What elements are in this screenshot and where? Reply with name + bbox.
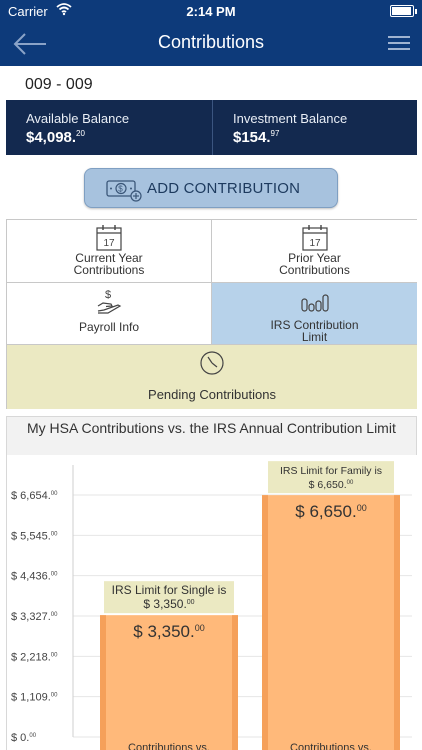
svg-text:$: $ (105, 289, 111, 301)
investment-balance-label: Investment Balance (233, 111, 348, 126)
bar-edge (232, 615, 238, 750)
add-contribution-button[interactable]: $ ADD CONTRIBUTION (84, 168, 338, 208)
hamburger-menu-icon[interactable] (388, 32, 412, 54)
add-money-icon: $ (105, 178, 143, 202)
irs-limit-callout-value: $ 6,650.00 (309, 479, 354, 491)
irs-limit-callout-title: IRS Limit for Family is (280, 465, 382, 477)
y-tick-label: $ 1,109.00 (11, 692, 58, 704)
y-tick-label: $ 0.00 (11, 732, 37, 744)
available-balance-label: Available Balance (26, 111, 130, 126)
battery-tip-icon (415, 9, 417, 14)
tile-label-line2: Contributions (73, 263, 145, 277)
bar (100, 615, 238, 750)
tile-label-line1: IRS Contribution (270, 318, 359, 332)
chart-area: $ 0.00 $ 1,109.00 $ 2,218.00 $ 3,327.00 $ 4,… (7, 455, 418, 750)
tile-label-line1: Prior Year (288, 251, 341, 265)
back-arrow-icon[interactable] (10, 28, 50, 60)
investment-balance-cents: 97 (270, 129, 280, 138)
svg-text:17: 17 (104, 238, 116, 249)
x-category-label: Contributions vs. (290, 742, 372, 750)
y-tick-label: $ 4,436.00 (11, 571, 58, 583)
chart-title: My HSA Contributions vs. the IRS Annual … (27, 420, 396, 436)
svg-text:17: 17 (309, 238, 321, 249)
available-balance: Available Balance $4,098.20 (6, 100, 211, 155)
tile-prior-year-contributions[interactable]: 17 Prior Year Contributions (212, 220, 417, 283)
irs-limit-callout (268, 461, 394, 494)
tile-label-line1: Current Year (75, 251, 143, 265)
carrier-label: Carrier (8, 4, 48, 19)
status-bar: Carrier 2:14 PM (0, 0, 422, 22)
tile-label-line2: Contributions (279, 263, 350, 277)
clock: 2:14 PM (186, 4, 236, 19)
contribution-menu: 17 Current Year Contributions 17 Prior Y… (6, 219, 417, 409)
irs-limit-callout (104, 581, 234, 614)
y-tick-label: $ 6,654.00 (11, 490, 58, 502)
wifi-icon (56, 2, 72, 19)
y-tick-label: $ 3,327.00 (11, 611, 58, 623)
y-tick-label: $ 2,218.00 (11, 651, 58, 663)
bar-edge (394, 495, 400, 750)
balance-summary: Available Balance $4,098.20 Investment B… (6, 100, 417, 155)
tile-label: Payroll Info (78, 320, 140, 334)
svg-text:$: $ (118, 185, 123, 194)
tile-irs-contribution-limit[interactable]: IRS Contribution Limit (212, 283, 417, 345)
bar (262, 495, 400, 750)
irs-limit-callout-title: IRS Limit for Single is (112, 583, 227, 597)
tile-payroll-info[interactable]: $ Payroll Info (7, 283, 212, 345)
tile-label: Pending Contributions (148, 387, 276, 402)
tile-current-year-contributions[interactable]: 17 Current Year Contributions (7, 220, 212, 283)
tile-label-line2: Limit (301, 330, 328, 344)
investment-balance-value: $154.97 (233, 129, 280, 146)
clock-icon (200, 351, 224, 375)
y-tick-label: $ 5,545.00 (11, 530, 58, 542)
irs-limit-callout-value: $ 3,350.00 (143, 597, 194, 611)
hand-money-icon: $ (97, 289, 122, 314)
page-title: Contributions (157, 32, 265, 52)
account-id: 009 - 009 (25, 76, 93, 93)
available-balance-cents: 20 (76, 129, 85, 138)
add-contribution-label: ADD CONTRIBUTION (147, 180, 301, 197)
bar-value-label: $ 6,650.00 (295, 502, 366, 521)
bar-chart-icon (300, 294, 329, 312)
contribution-chart-panel: My HSA Contributions vs. the IRS Annual … (6, 416, 418, 750)
contribution-bar-chart: $ 0.00 $ 1,109.00 $ 2,218.00 $ 3,327.00 $ 4,… (11, 461, 412, 750)
bar-value-label: $ 3,350.00 (133, 622, 204, 641)
battery-icon (390, 5, 414, 17)
calendar-icon: 17 (301, 225, 328, 251)
x-category-label: Contributions vs. (128, 742, 210, 750)
nav-bar: Contributions (0, 22, 422, 66)
available-balance-value: $4,098.20 (26, 129, 85, 146)
tile-pending-contributions[interactable]: Pending Contributions (7, 345, 417, 409)
bar-edge (262, 495, 268, 750)
bar-edge (100, 615, 106, 750)
investment-balance: Investment Balance $154.97 (212, 100, 417, 155)
calendar-icon: 17 (96, 225, 122, 251)
